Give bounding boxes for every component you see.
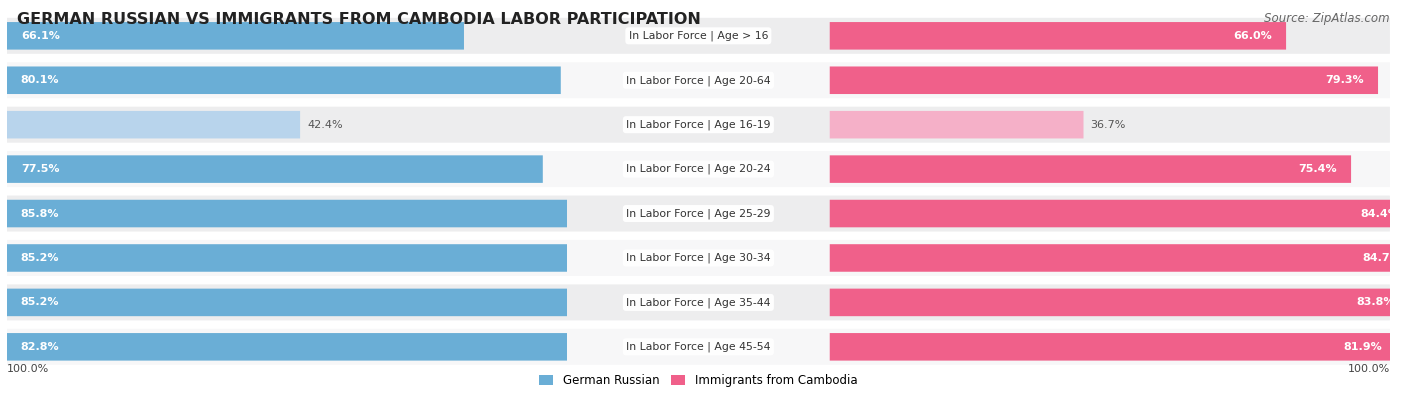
Text: In Labor Force | Age 45-54: In Labor Force | Age 45-54 <box>626 342 770 352</box>
FancyBboxPatch shape <box>7 111 299 139</box>
Text: 85.2%: 85.2% <box>21 297 59 307</box>
FancyBboxPatch shape <box>830 289 1406 316</box>
Text: 77.5%: 77.5% <box>21 164 59 174</box>
Text: 100.0%: 100.0% <box>7 364 49 374</box>
Text: 36.7%: 36.7% <box>1091 120 1126 130</box>
FancyBboxPatch shape <box>7 107 1391 143</box>
Text: 85.2%: 85.2% <box>21 253 59 263</box>
FancyBboxPatch shape <box>830 22 1286 50</box>
Text: 100.0%: 100.0% <box>1347 364 1389 374</box>
FancyBboxPatch shape <box>830 333 1396 361</box>
Text: In Labor Force | Age 25-29: In Labor Force | Age 25-29 <box>626 208 770 219</box>
Text: 83.8%: 83.8% <box>1357 297 1395 307</box>
FancyBboxPatch shape <box>7 155 543 183</box>
Text: 85.8%: 85.8% <box>21 209 59 218</box>
Text: 66.0%: 66.0% <box>1233 31 1272 41</box>
FancyBboxPatch shape <box>7 289 567 316</box>
FancyBboxPatch shape <box>7 66 561 94</box>
FancyBboxPatch shape <box>7 244 567 272</box>
FancyBboxPatch shape <box>7 200 567 227</box>
FancyBboxPatch shape <box>7 62 1391 98</box>
Text: Source: ZipAtlas.com: Source: ZipAtlas.com <box>1264 12 1389 25</box>
FancyBboxPatch shape <box>830 244 1406 272</box>
FancyBboxPatch shape <box>7 22 464 50</box>
Text: 42.4%: 42.4% <box>307 120 343 130</box>
FancyBboxPatch shape <box>7 329 1391 365</box>
Text: In Labor Force | Age 30-34: In Labor Force | Age 30-34 <box>626 253 770 263</box>
Text: In Labor Force | Age 20-64: In Labor Force | Age 20-64 <box>626 75 770 85</box>
Text: 82.8%: 82.8% <box>21 342 59 352</box>
Text: 84.4%: 84.4% <box>1361 209 1399 218</box>
Text: 80.1%: 80.1% <box>21 75 59 85</box>
Text: In Labor Force | Age 16-19: In Labor Force | Age 16-19 <box>626 119 770 130</box>
FancyBboxPatch shape <box>830 66 1378 94</box>
FancyBboxPatch shape <box>7 196 1391 231</box>
Text: GERMAN RUSSIAN VS IMMIGRANTS FROM CAMBODIA LABOR PARTICIPATION: GERMAN RUSSIAN VS IMMIGRANTS FROM CAMBOD… <box>17 12 700 27</box>
Text: 79.3%: 79.3% <box>1326 75 1364 85</box>
FancyBboxPatch shape <box>830 200 1406 227</box>
Text: In Labor Force | Age > 16: In Labor Force | Age > 16 <box>628 30 768 41</box>
FancyBboxPatch shape <box>7 18 1391 54</box>
FancyBboxPatch shape <box>7 333 567 361</box>
Text: 66.1%: 66.1% <box>21 31 59 41</box>
FancyBboxPatch shape <box>7 151 1391 187</box>
FancyBboxPatch shape <box>7 240 1391 276</box>
FancyBboxPatch shape <box>7 284 1391 320</box>
Legend: German Russian, Immigrants from Cambodia: German Russian, Immigrants from Cambodia <box>534 369 862 392</box>
Text: In Labor Force | Age 35-44: In Labor Force | Age 35-44 <box>626 297 770 308</box>
Text: 81.9%: 81.9% <box>1344 342 1382 352</box>
FancyBboxPatch shape <box>830 111 1084 139</box>
Text: 84.7%: 84.7% <box>1362 253 1402 263</box>
Text: 75.4%: 75.4% <box>1299 164 1337 174</box>
FancyBboxPatch shape <box>830 155 1351 183</box>
Text: In Labor Force | Age 20-24: In Labor Force | Age 20-24 <box>626 164 770 174</box>
